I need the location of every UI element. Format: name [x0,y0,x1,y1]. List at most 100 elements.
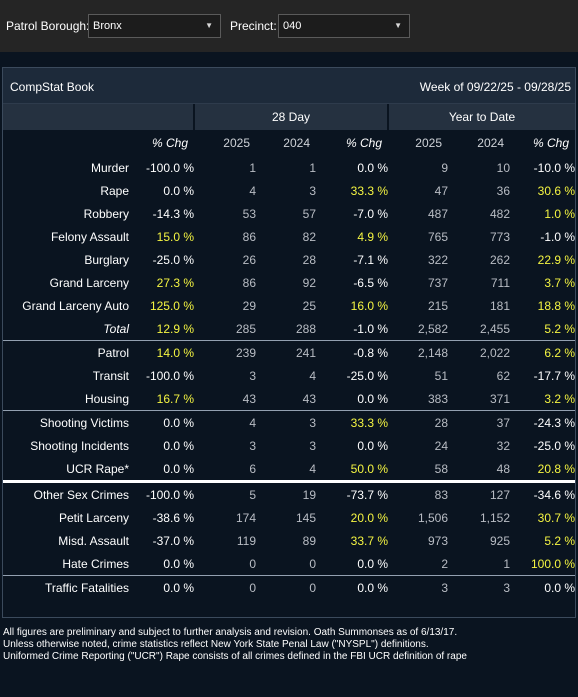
compstat-table: 28 Day Year to Date % Chg 2025 2024 % Ch… [3,104,576,599]
column-header-ytd-2024: 2024 [477,136,504,150]
cell-28day-chg: -25.0 % [346,368,388,383]
cell-week-chg: 0.0 % [163,461,194,476]
cell-ytd-2024: 773 [489,229,510,244]
cell-ytd-2025: 737 [427,275,448,290]
cell-ytd-2025: 28 [388,410,448,434]
cell-28day-2025: 53 [242,206,256,221]
borough-select[interactable]: Bronx ▼ [88,14,221,38]
column-header-28day-2024: 2024 [283,136,310,150]
cell-28day-chg: 20.0 % [350,510,388,525]
cell-28day-chg: 0.0 % [357,391,388,406]
cell-week-chg: -25.0 % [152,252,194,267]
cell-ytd-chg: -10.0 % [533,160,576,175]
row-label: Murder [90,160,129,175]
filter-bar: Patrol Borough: Bronx ▼ Precinct: 040 ▼ [0,0,578,52]
cell-28day-chg: -0.8 % [316,340,388,364]
cell-ytd-2024: 371 [489,391,510,406]
row-label: Burglary [84,252,129,267]
cell-week-chg: -37.0 % [152,533,194,548]
cell-ytd-2025: 2,148 [388,340,448,364]
group-header-blank [132,104,194,130]
footer-line: Uniformed Crime Reporting ("UCR") Rape c… [3,651,467,662]
cell-ytd-chg: 22.9 % [537,252,576,267]
cell-week-chg: 14.0 % [132,340,194,364]
row-label: Hate Crimes [62,556,129,571]
cell-28day-chg: -73.7 % [316,480,388,506]
cell-week-chg: -100.0 % [145,368,194,383]
cell-28day-2024: 1 [309,160,316,175]
cell-ytd-2024: 32 [496,438,510,453]
table-row: UCR Rape* 0.0 % 6 4 50.0 % 58 48 20.8 % [3,457,575,482]
cell-ytd-2024: 181 [489,298,510,313]
cell-28day-chg: 0.0 % [316,575,388,599]
cell-28day-chg: 16.0 % [350,298,388,313]
cell-28day-2025: 26 [242,252,256,267]
cell-28day-2024: 19 [256,480,316,506]
cell-ytd-chg: 1.0 % [544,206,576,221]
cell-28day-chg: 0.0 % [357,556,388,571]
row-label: Shooting Victims [3,410,132,434]
precinct-select[interactable]: 040 ▼ [278,14,410,38]
cell-28day-2024: 3 [309,438,316,453]
cell-ytd-chg: 0.0 % [510,575,576,599]
cell-ytd-2025: 2 [441,556,448,571]
cell-ytd-chg: 100.0 % [530,556,576,571]
cell-ytd-2024: 36 [496,183,510,198]
cell-ytd-chg: 3.7 % [544,275,576,290]
cell-ytd-chg: 20.8 % [537,461,576,476]
chevron-down-icon: ▼ [205,21,213,30]
cell-ytd-2025: 47 [434,183,448,198]
cell-ytd-2024: 2,455 [479,321,510,336]
cell-28day-2024: 3 [256,410,316,434]
cell-ytd-chg: 5.2 % [544,533,576,548]
cell-28day-2025: 6 [249,461,256,476]
cell-28day-2024: 145 [295,510,316,525]
cell-28day-chg: 33.7 % [350,533,388,548]
cell-ytd-chg: 5.2 % [544,321,576,336]
cell-28day-2025: 3 [249,438,256,453]
cell-week-chg: -14.3 % [152,206,194,221]
cell-ytd-2025: 3 [388,575,448,599]
table-row: Transit -100.0 % 3 4 -25.0 % 51 62 -17.7 % [3,364,575,387]
column-header-crime [3,130,132,156]
cell-ytd-2025: 9 [441,160,448,175]
cell-28day-2025: 5 [194,480,256,506]
cell-28day-chg: -1.0 % [353,321,388,336]
row-label: Robbery [83,206,129,221]
cell-28day-chg: 33.3 % [316,410,388,434]
row-label: Patrol [3,340,132,364]
column-header-row: % Chg 2025 2024 % Chg 2025 2024 % Chg [3,130,575,156]
row-label: Rape [100,183,129,198]
cell-28day-2024: 89 [302,533,316,548]
cell-ytd-2024: 3 [448,575,510,599]
cell-ytd-chg: -1.0 % [540,229,576,244]
cell-28day-chg: -6.5 % [353,275,388,290]
cell-28day-2025: 174 [235,510,256,525]
cell-ytd-2024: 1,152 [479,510,510,525]
column-header-week-chg: % Chg [151,136,188,150]
table-row: Felony Assault 15.0 % 86 82 4.9 % 765 773 -1.0 … [3,225,575,248]
cell-ytd-2025: 24 [434,438,448,453]
cell-ytd-2024: 482 [489,206,510,221]
cell-ytd-2024: 925 [489,533,510,548]
compstat-panel: CompStat Book Week of 09/22/25 - 09/28/2… [2,67,576,618]
row-label: Other Sex Crimes [3,480,132,506]
table-row: Murder -100.0 % 1 1 0.0 % 9 10 -10.0 % [3,156,575,179]
row-label: UCR Rape* [66,461,129,476]
row-label: Petit Larceny [58,510,129,525]
cell-ytd-2024: 2,022 [448,340,510,364]
cell-28day-2025: 239 [194,340,256,364]
row-label: Transit [92,368,129,383]
cell-28day-2025: 1 [249,160,256,175]
cell-28day-2025: 4 [194,410,256,434]
cell-28day-chg: -7.0 % [353,206,388,221]
table-row: Robbery -14.3 % 53 57 -7.0 % 487 482 1.0 % [3,202,575,225]
cell-28day-chg: 0.0 % [357,438,388,453]
table-body: Murder -100.0 % 1 1 0.0 % 9 10 -10.0 % Rape 0.0 %… [3,156,576,599]
cell-ytd-2024: 262 [489,252,510,267]
cell-ytd-2024: 1 [503,556,510,571]
table-row: Misd. Assault -37.0 % 119 89 33.7 % 973 925 5.2… [3,529,575,552]
cell-week-chg: 15.0 % [156,229,194,244]
cell-ytd-2025: 383 [427,391,448,406]
cell-28day-2024: 4 [309,368,316,383]
